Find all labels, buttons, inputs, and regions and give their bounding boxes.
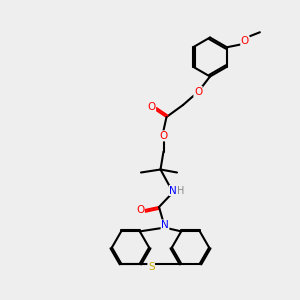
Text: S: S [148,262,154,272]
Text: O: O [194,86,202,97]
Text: O: O [136,205,144,215]
Text: O: O [241,36,249,46]
Text: H: H [177,185,184,196]
Text: N: N [169,185,177,196]
Text: O: O [159,131,168,141]
Text: N: N [161,220,169,230]
Text: O: O [147,101,156,112]
